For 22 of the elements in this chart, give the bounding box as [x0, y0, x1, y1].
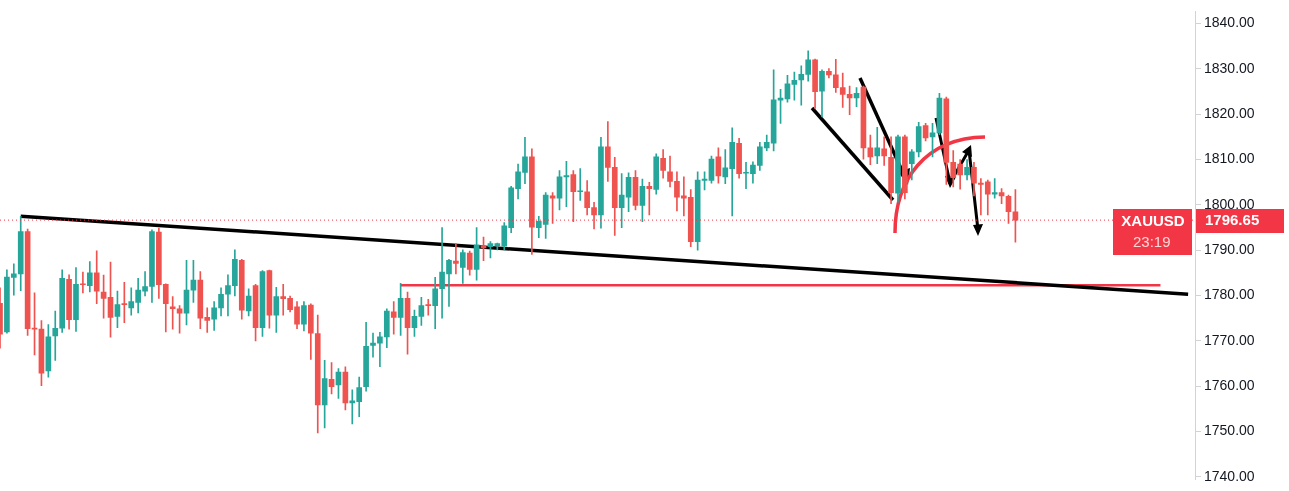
y-tick-label: 1830.00: [1204, 59, 1255, 76]
candlestick: [874, 127, 881, 165]
y-tick-label: 1820.00: [1204, 105, 1255, 122]
annotation: 23:19: [1133, 233, 1171, 251]
y-tick-label: 1790.00: [1204, 241, 1255, 258]
candlestick: [80, 271, 86, 294]
y-tick-label: 1760.00: [1204, 377, 1255, 394]
candlestick: [453, 243, 459, 275]
y-tick-label: 1810.00: [1204, 150, 1255, 167]
annotation: XAUUSD: [1121, 212, 1185, 230]
y-tick-label: 1780.00: [1204, 286, 1255, 303]
y-tick-label: 1740.00: [1204, 467, 1255, 484]
y-tick-label: 1770.00: [1204, 331, 1255, 348]
ref-line-label: 1796.65: [1205, 211, 1260, 229]
y-tick-label: 1800.00: [1204, 195, 1255, 212]
candlestick: [991, 178, 998, 199]
candlestick: [425, 298, 432, 316]
candlestick: [577, 168, 584, 201]
candlestick: [646, 181, 653, 216]
candlestick: [390, 301, 397, 335]
y-tick-label: 1750.00: [1204, 422, 1255, 439]
y-tick-label: 1840.00: [1204, 14, 1255, 31]
